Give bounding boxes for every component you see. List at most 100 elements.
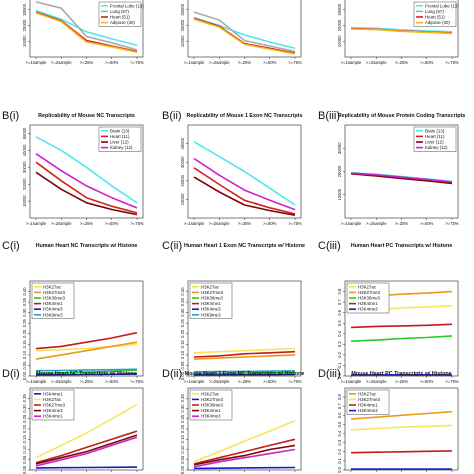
series-line-3 — [35, 331, 138, 350]
y-tick-label: 20000 — [180, 174, 185, 186]
y-tick-label: 0.25 — [180, 414, 185, 423]
x-tick-label: >=1sample — [184, 60, 205, 65]
legend-entry: Adipose (30) — [425, 20, 450, 25]
panel-A-ii: >=1sample >=2sample >=25% >=50% >=75% 10000 20… — [180, 0, 302, 65]
series-line-2 — [350, 173, 453, 185]
series-line-3 — [193, 157, 296, 211]
panel-label: B(ii) — [162, 110, 182, 122]
y-tick-label: 0.35 — [22, 394, 27, 403]
legend-entry: H3K4me3 — [201, 414, 221, 419]
y-tick-label: 20000 — [337, 19, 342, 31]
y-tick-label: 0.30 — [180, 308, 185, 317]
y-tick-label: 0.8 — [337, 288, 342, 294]
series-line-1 — [35, 403, 138, 459]
series-line-0 — [35, 136, 138, 204]
y-tick-label: 0.05 — [180, 361, 185, 370]
legend-entry: H3K9me3 — [201, 312, 221, 317]
x-tick-label: >=75% — [445, 60, 459, 65]
panel-title: Replicability of Mouse 1 Exon NC Transcr… — [187, 113, 303, 119]
series-line-3 — [193, 350, 296, 358]
y-tick-label: 30000 — [180, 3, 185, 15]
legend-entry: Brain (13) — [425, 128, 445, 133]
panel-grid: >=1sample >=2sample >=25% >=50% >=75% 10000 20… — [2, 0, 465, 474]
y-tick-label: 10000 — [180, 193, 185, 205]
y-tick-label: 0.0 — [337, 466, 342, 472]
legend-entry: Liver (12) — [425, 140, 444, 145]
y-tick-label: 0.20 — [180, 329, 185, 338]
series-group — [193, 420, 296, 470]
series-group — [35, 403, 138, 469]
y-tick-label: 0.00 — [180, 465, 185, 474]
x-tick-label: >=25% — [395, 60, 409, 65]
y-tick-label: 0.20 — [22, 424, 27, 433]
y-tick-label: 30000 — [22, 161, 27, 173]
y-tick-label: 0.15 — [22, 435, 27, 444]
series-line-1 — [350, 424, 453, 431]
y-tick-label: 0.20 — [22, 329, 27, 338]
series-line-1 — [193, 167, 296, 215]
series-group — [193, 11, 296, 55]
y-tick-label: 40000 — [180, 137, 185, 149]
series-line-3 — [350, 323, 453, 329]
x-tick-label: >=1sample — [341, 379, 362, 384]
y-tick-label: 0.30 — [22, 308, 27, 317]
y-tick-label: 20000 — [337, 165, 342, 177]
x-tick-label: >=50% — [420, 379, 434, 384]
y-tick-label: 50000 — [22, 127, 27, 139]
y-tick-label: 0.35 — [180, 394, 185, 403]
legend-entry: Frontal Lobe (13) — [425, 3, 459, 8]
y-tick-label: 0.30 — [180, 404, 185, 413]
y-tick-label: 0.2 — [337, 351, 342, 357]
legend-entry: H3K27ac — [201, 284, 220, 289]
panel-title: Mouse Heart 1 Exon NC Transcripts w/ His… — [185, 371, 305, 377]
y-tick-label: 0.25 — [180, 318, 185, 327]
y-tick-label: 0.05 — [180, 455, 185, 464]
legend-entry: H3K4me1 — [43, 414, 63, 419]
series-line-4 — [35, 373, 138, 376]
y-tick-label: 10000 — [337, 188, 342, 200]
legend-entry: H3K36me3 — [358, 296, 381, 301]
x-tick-label: >=2sample — [209, 379, 230, 384]
series-line-0 — [350, 410, 453, 420]
y-tick-label: 10000 — [180, 35, 185, 47]
y-tick-label: 0.05 — [22, 455, 27, 464]
x-tick-label: >=25% — [80, 379, 94, 384]
panel-title: Replicability of Mouse Protein Coding Tr… — [338, 113, 466, 119]
panel-label: B(i) — [2, 110, 19, 122]
x-tick-label: >=50% — [105, 379, 119, 384]
series-line-0 — [193, 347, 296, 354]
panel-A-iii: >=1sample >=2sample >=25% >=50% >=75% 10000 20… — [337, 0, 459, 65]
y-tick-label: 0.35 — [22, 297, 27, 306]
legend-entry: Lung (57) — [110, 9, 129, 14]
legend-entry: H3K4me1 — [358, 301, 378, 306]
legend-box — [31, 282, 75, 319]
legend-entry: Adipose (30) — [110, 20, 135, 25]
x-tick-label: >=25% — [395, 379, 409, 384]
y-tick-label: 0.2 — [337, 448, 342, 454]
series-line-0 — [35, 9, 138, 46]
legend-entry: H3K4me1 — [358, 403, 378, 408]
legend-box — [189, 282, 233, 319]
y-tick-label: 0.6 — [337, 309, 342, 315]
x-tick-label: >=25% — [80, 221, 94, 226]
legend-entry: Brain (13) — [110, 128, 130, 133]
x-tick-label: >=2sample — [366, 221, 387, 226]
panel-B-i: B(i) Replicability of Mouse NC Transcript… — [2, 110, 144, 226]
series-line-5 — [35, 368, 138, 372]
series-line-2 — [193, 176, 296, 216]
series-line-1 — [35, 1, 138, 51]
y-tick-label: 0.40 — [180, 287, 185, 296]
series-line-3 — [35, 153, 138, 209]
x-tick-label: >=1sample — [184, 379, 205, 384]
x-tick-label: >=25% — [238, 221, 252, 226]
panel-C-iii: C(iii) Human Heart PC Transcripts w/ Hist… — [318, 240, 459, 384]
series-group — [350, 171, 453, 185]
x-tick-label: >=25% — [395, 221, 409, 226]
series-group — [35, 1, 138, 54]
panel-D-iii: D(iii) Mouse Heart PC Transcripts w/ Hist… — [318, 368, 459, 473]
x-tick-label: >=50% — [420, 221, 434, 226]
panel-C-ii: C(ii) Human Heart 1 Exon NC Transcripts w… — [162, 240, 305, 384]
legend-entry: H3K4me3 — [201, 307, 221, 312]
legend-entry: H3K27me3 — [201, 397, 224, 402]
